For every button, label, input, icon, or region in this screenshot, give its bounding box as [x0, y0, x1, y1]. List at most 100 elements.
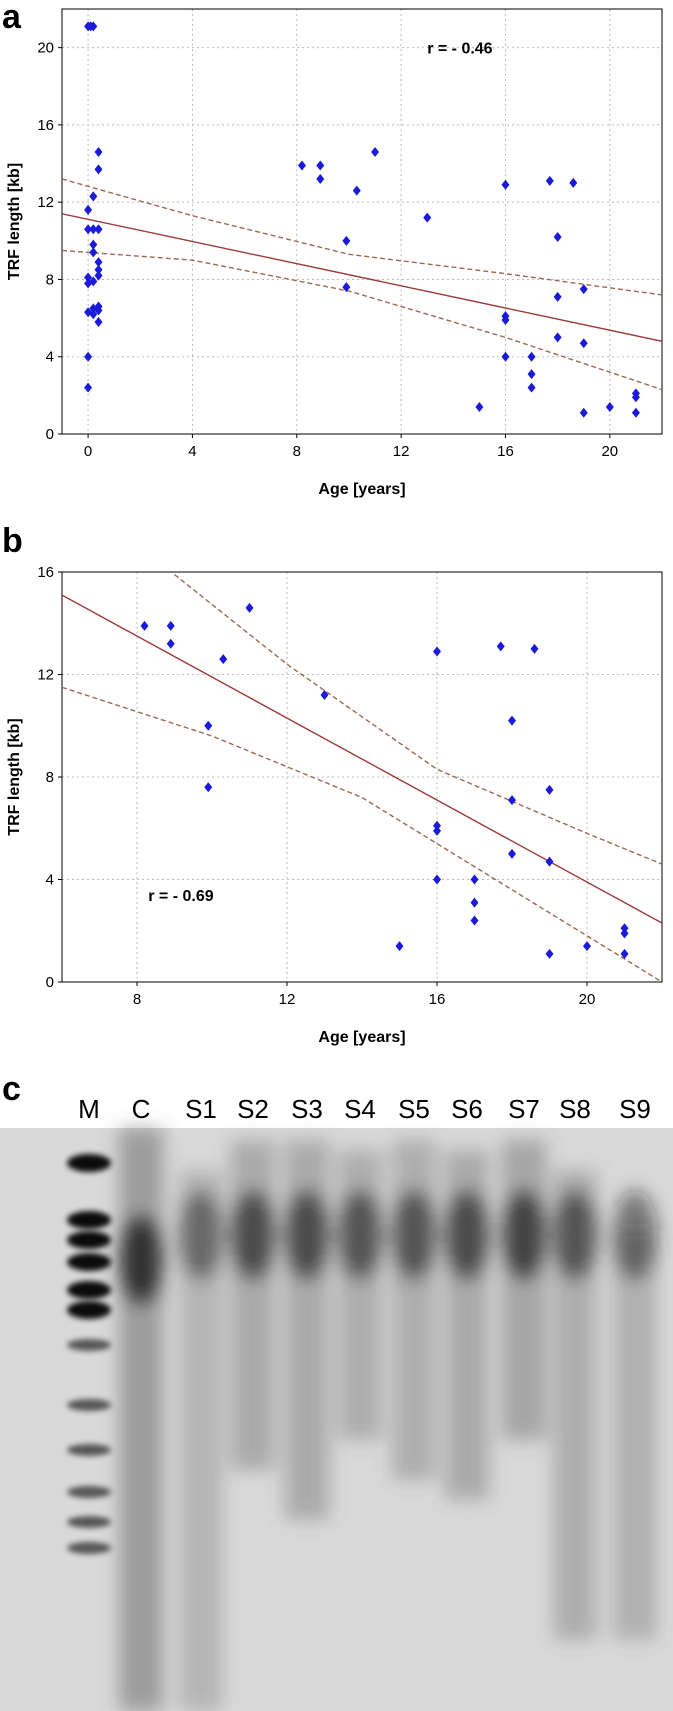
- annotation: r = - 0.69: [148, 888, 213, 905]
- lane-label: S4: [344, 1094, 376, 1124]
- plot-lines: [62, 178, 662, 391]
- data-point: [342, 235, 351, 246]
- data-point: [553, 332, 562, 343]
- data-point: [631, 392, 640, 403]
- x-tick-label: 20: [601, 443, 618, 460]
- confidence-band: [62, 686, 662, 982]
- lane-label: C: [132, 1094, 151, 1124]
- y-tick-label: 8: [46, 769, 54, 786]
- marker-band: [67, 1211, 111, 1229]
- gel-smear: [613, 1230, 657, 1640]
- lane-label: S6: [451, 1094, 483, 1124]
- data-point: [583, 941, 591, 952]
- data-point: [501, 315, 510, 326]
- data-point: [204, 720, 213, 731]
- gel-band: [392, 1190, 436, 1280]
- data-point: [470, 874, 479, 885]
- data-point: [620, 928, 629, 939]
- data-point: [620, 923, 629, 934]
- data-point: [545, 948, 554, 959]
- data-point: [470, 897, 479, 908]
- data-point: [94, 270, 103, 281]
- data-point: [94, 264, 103, 275]
- lane-label: S9: [619, 1094, 651, 1124]
- x-tick-label: 12: [393, 443, 410, 460]
- data-point: [316, 174, 325, 184]
- x-axis-label: Age [years]: [318, 481, 405, 498]
- data-point: [423, 212, 432, 223]
- plot-frame: [61, 571, 663, 983]
- gel-band: [553, 1190, 597, 1280]
- data-point: [94, 305, 103, 316]
- marker-band: [67, 1154, 111, 1172]
- data-point: [545, 784, 554, 795]
- gel-smear: [502, 1140, 546, 1440]
- data-point: [94, 316, 103, 327]
- data-point: [530, 643, 539, 654]
- x-tick-label: 4: [188, 443, 196, 460]
- lane-label: S5: [398, 1094, 430, 1124]
- gel-smears: [119, 1128, 657, 1711]
- x-tick-label: 8: [293, 443, 301, 460]
- x-tick-label: 12: [279, 991, 296, 1008]
- data-point: [89, 309, 98, 320]
- x-tick-label: 20: [579, 991, 596, 1008]
- data-point: [553, 291, 562, 302]
- data-point: [89, 191, 98, 202]
- y-tick-label: 12: [37, 667, 54, 684]
- marker-band: [67, 1444, 111, 1456]
- regression-line: [62, 213, 662, 342]
- panel-label: a: [2, 0, 22, 36]
- marker-band: [67, 1301, 111, 1319]
- marker-band: [67, 1281, 111, 1299]
- data-point: [94, 164, 103, 175]
- data-point: [470, 915, 479, 926]
- gel-band: [179, 1190, 223, 1280]
- y-axis-label: TRF length [kb]: [6, 718, 23, 835]
- marker-band: [67, 1486, 111, 1498]
- gel-band: [285, 1190, 329, 1280]
- data-point: [527, 382, 536, 393]
- x-tick-label: 16: [497, 443, 514, 460]
- data-point: [320, 690, 329, 700]
- data-point: [204, 782, 213, 793]
- y-tick-label: 4: [46, 872, 54, 889]
- data-point: [579, 284, 588, 295]
- panel-label: b: [2, 522, 23, 560]
- y-tick-label: 8: [46, 271, 54, 288]
- data-point: [433, 646, 441, 657]
- y-tick-label: 12: [37, 194, 54, 211]
- y-tick-label: 0: [46, 974, 54, 991]
- lane-label: S1: [185, 1094, 217, 1124]
- plot-lines: [62, 574, 662, 982]
- data-point: [433, 825, 441, 836]
- confidence-band: [174, 574, 662, 865]
- data-point: [298, 160, 306, 171]
- marker-band: [67, 1516, 111, 1528]
- plot-frame: [61, 8, 663, 435]
- regression-line: [62, 594, 662, 924]
- x-tick-label: 0: [84, 443, 92, 460]
- data-point: [395, 941, 404, 952]
- x-axis-label: Age [years]: [318, 1029, 405, 1046]
- data-point: [166, 620, 175, 631]
- confidence-band: [62, 249, 662, 391]
- marker-band: [67, 1339, 111, 1351]
- y-tick-label: 0: [46, 426, 54, 443]
- data-point: [84, 351, 93, 362]
- marker-band: [67, 1542, 111, 1554]
- data-point: [89, 247, 98, 258]
- y-tick-label: 16: [37, 117, 54, 134]
- data-point: [342, 282, 351, 293]
- data-point: [89, 224, 98, 235]
- panel-label: c: [2, 1070, 21, 1108]
- data-point: [316, 160, 325, 171]
- gel-band: [119, 1215, 163, 1305]
- y-tick-label: 16: [37, 564, 54, 581]
- data-point: [245, 602, 254, 613]
- data-point: [620, 948, 629, 959]
- data-point: [371, 146, 380, 157]
- gel-band: [613, 1190, 657, 1280]
- data-point: [89, 239, 98, 250]
